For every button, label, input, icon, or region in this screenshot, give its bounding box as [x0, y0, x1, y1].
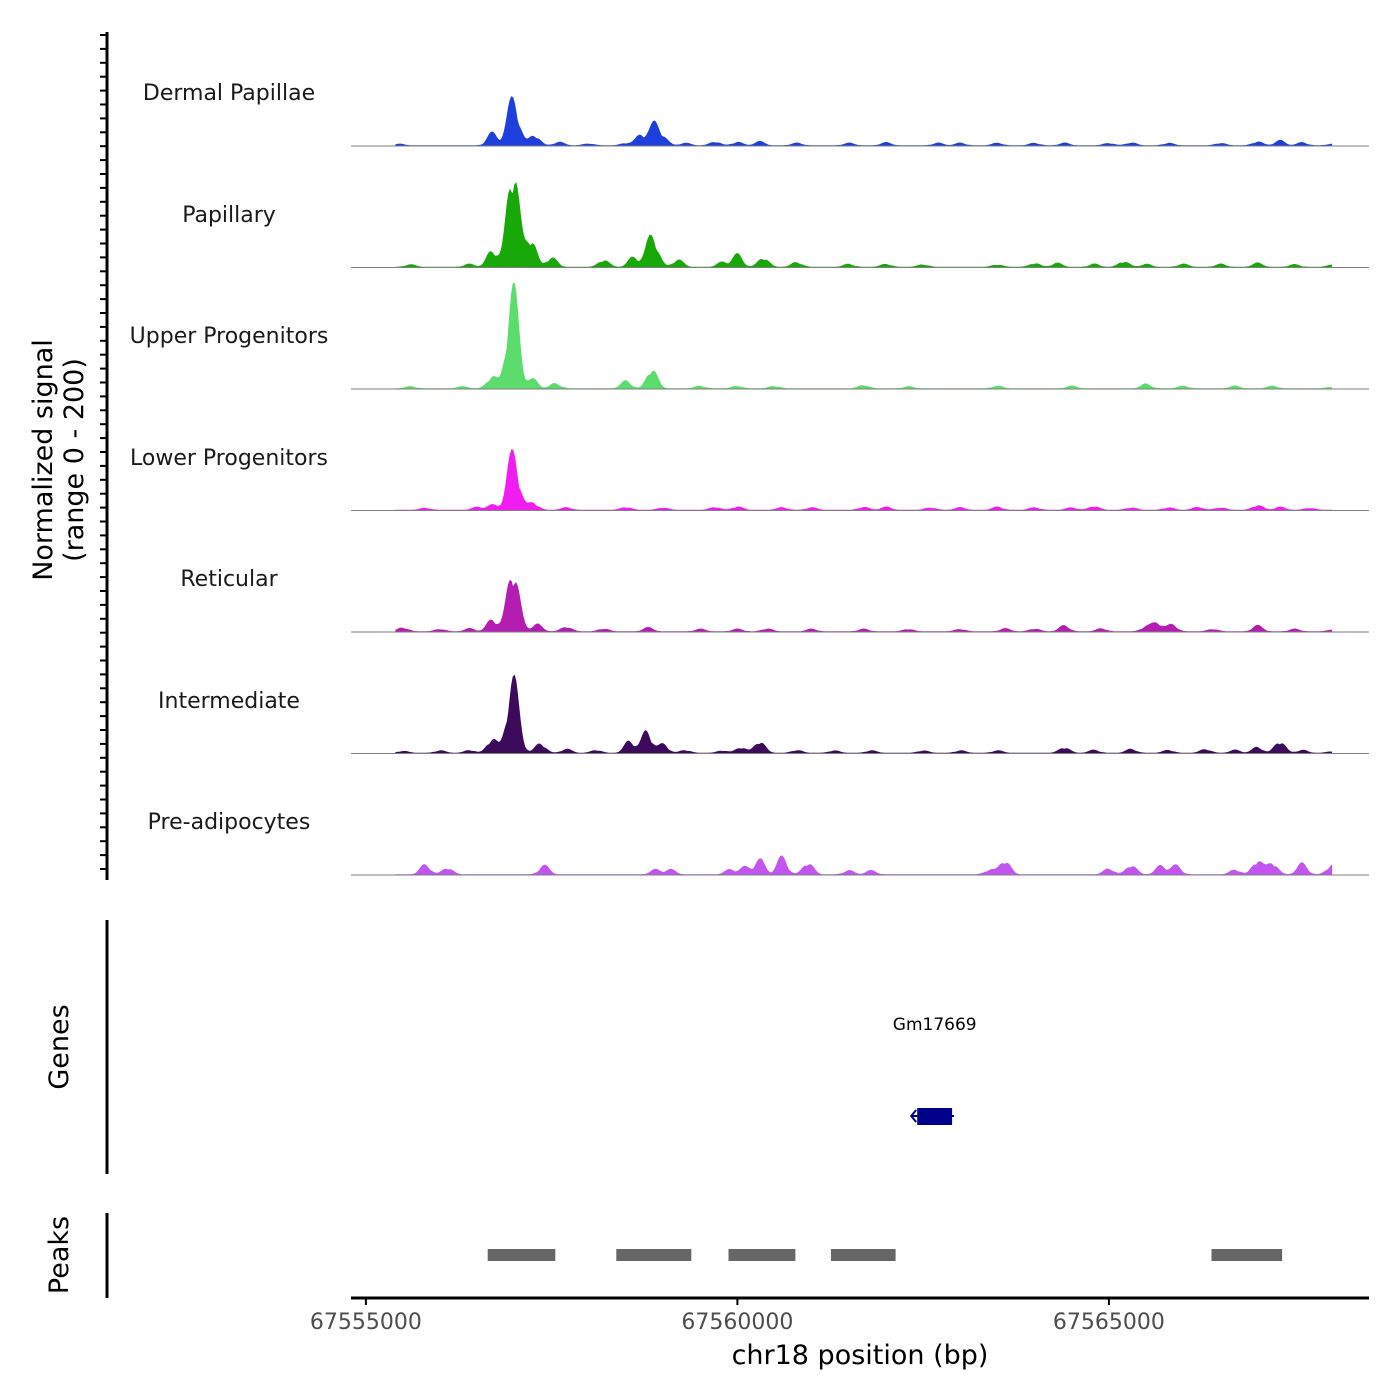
peak-region [831, 1249, 896, 1261]
track-label-lower-progenitors: Lower Progenitors [130, 446, 328, 471]
signal-area-upper-progenitors [395, 282, 1333, 390]
signal-area-dermal-papillae [395, 96, 1333, 147]
peaks-panel-title: Peaks [44, 1216, 75, 1294]
track-intermediate [351, 674, 1369, 754]
track-label-upper-progenitors: Upper Progenitors [130, 324, 329, 349]
track-dermal-papillae [351, 96, 1369, 147]
track-papillary [351, 182, 1369, 268]
track-label-papillary: Papillary [182, 203, 276, 228]
signal-area-lower-progenitors [395, 449, 1333, 511]
gene-exon [917, 1108, 953, 1125]
track-upper-progenitors [351, 282, 1369, 390]
signal-tracks [351, 96, 1369, 876]
gene-label: Gm17669 [893, 1015, 977, 1035]
track-reticular [351, 579, 1369, 633]
track-label-reticular: Reticular [180, 567, 278, 592]
track-label-dermal-papillae: Dermal Papillae [143, 81, 315, 106]
genes-track: Gm17669 [893, 1015, 977, 1125]
peak-region [1211, 1249, 1283, 1261]
y-axis-title: Normalized signal (range 0 - 200) [28, 339, 90, 581]
gene-strand-arrow [909, 1109, 917, 1123]
signal-area-intermediate [395, 674, 1333, 754]
x-axis-title: chr18 position (bp) [732, 1340, 989, 1371]
signal-area-papillary [395, 182, 1333, 268]
y-axis-title-line1: Normalized signal [28, 339, 59, 581]
x-tick-label: 67565000 [1053, 1310, 1165, 1335]
signal-y-axis-ticks [100, 34, 107, 870]
track-labels: Dermal Papillae Papillary Upper Progenit… [130, 81, 329, 835]
signal-area-pre-adipocytes [395, 855, 1333, 876]
peaks-track [487, 1249, 1283, 1261]
track-lower-progenitors [351, 449, 1369, 511]
genes-panel-title: Genes [44, 1004, 75, 1089]
track-pre-adipocytes [351, 855, 1369, 876]
x-tick-label: 67555000 [310, 1310, 422, 1335]
gene-gm17669: Gm17669 [893, 1015, 977, 1125]
x-tick-label: 67560000 [681, 1310, 793, 1335]
peak-region [487, 1249, 556, 1261]
y-axis-title-line2: (range 0 - 200) [59, 358, 90, 562]
peak-region [728, 1249, 796, 1261]
x-axis-ticks: 67555000 67560000 67565000 [310, 1298, 1165, 1335]
peak-region [616, 1249, 692, 1261]
track-label-intermediate: Intermediate [158, 689, 300, 714]
signal-area-reticular [395, 579, 1333, 633]
track-label-pre-adipocytes: Pre-adipocytes [148, 810, 311, 835]
